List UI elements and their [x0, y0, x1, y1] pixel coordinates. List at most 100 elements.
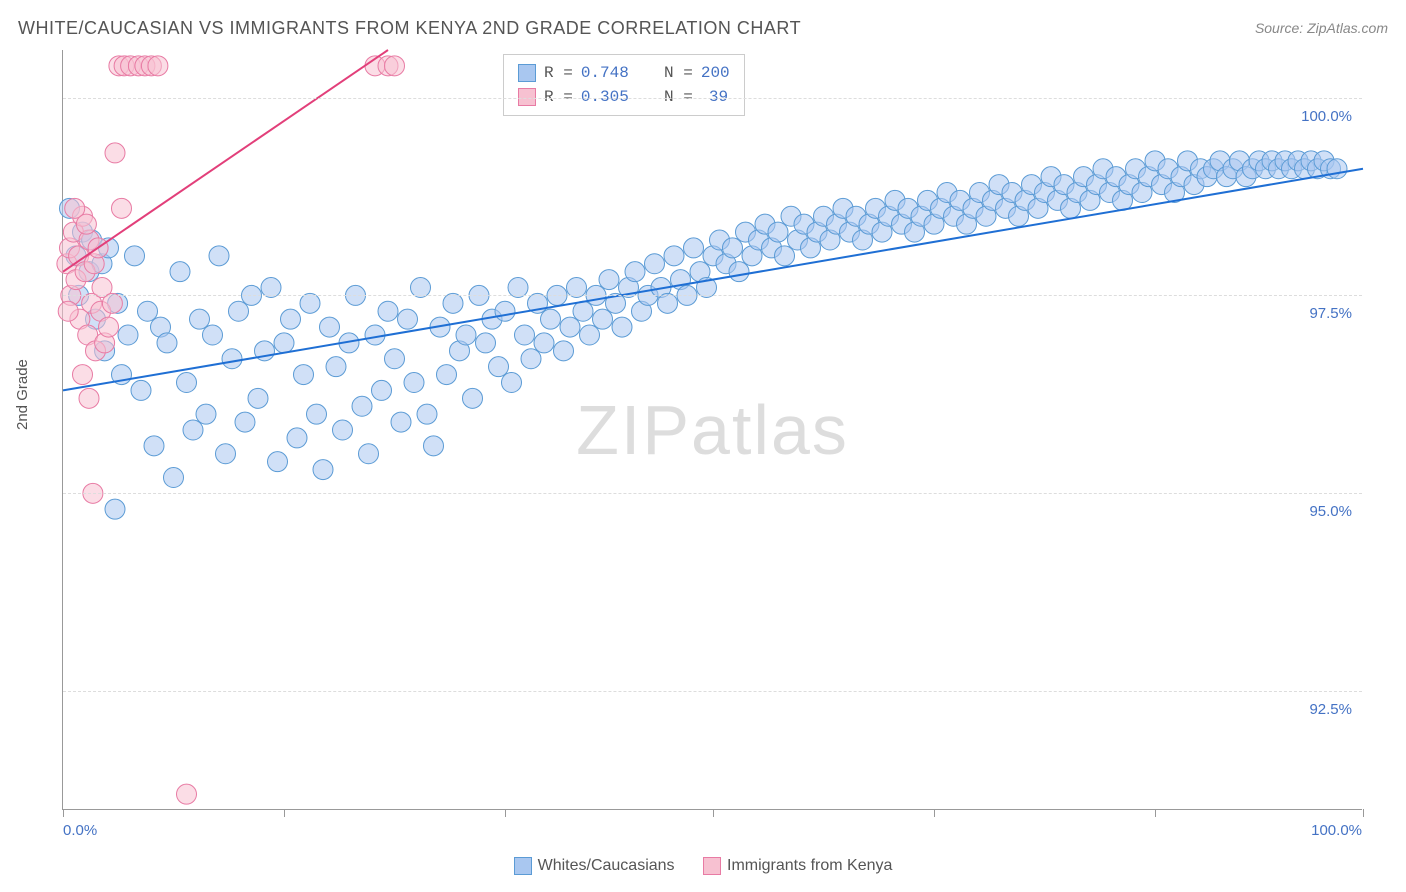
scatter-point	[372, 380, 392, 400]
scatter-point	[235, 412, 255, 432]
chart-title: WHITE/CAUCASIAN VS IMMIGRANTS FROM KENYA…	[18, 18, 801, 38]
grid-line-h	[63, 493, 1362, 494]
scatter-point	[515, 325, 535, 345]
scatter-point	[118, 325, 138, 345]
scatter-svg	[63, 50, 1362, 809]
scatter-point	[131, 380, 151, 400]
scatter-point	[144, 436, 164, 456]
scatter-point	[593, 309, 613, 329]
scatter-point	[391, 412, 411, 432]
scatter-point	[729, 262, 749, 282]
grid-line-h	[63, 691, 1362, 692]
scatter-point	[573, 301, 593, 321]
scatter-point	[281, 309, 301, 329]
scatter-point	[320, 317, 340, 337]
trend-line	[63, 169, 1363, 391]
bottom-legend-item-1: Whites/Caucasians	[514, 857, 675, 875]
x-tick	[713, 809, 714, 817]
scatter-point	[385, 349, 405, 369]
scatter-point	[599, 270, 619, 290]
scatter-point	[294, 365, 314, 385]
scatter-point	[1327, 159, 1347, 179]
x-tick	[505, 809, 506, 817]
scatter-point	[164, 468, 184, 488]
scatter-point	[645, 254, 665, 274]
scatter-point	[248, 388, 268, 408]
scatter-point	[534, 333, 554, 353]
scatter-point	[456, 325, 476, 345]
x-tick-label-left: 0.0%	[63, 822, 97, 839]
scatter-point	[495, 301, 515, 321]
scatter-point	[229, 301, 249, 321]
scatter-point	[157, 333, 177, 353]
bottom-legend: Whites/Caucasians Immigrants from Kenya	[0, 857, 1406, 880]
scatter-point	[274, 333, 294, 353]
scatter-point	[521, 349, 541, 369]
scatter-point	[73, 365, 93, 385]
scatter-point	[723, 238, 743, 258]
scatter-point	[398, 309, 418, 329]
scatter-point	[307, 404, 327, 424]
scatter-point	[216, 444, 236, 464]
chart-header: WHITE/CAUCASIAN VS IMMIGRANTS FROM KENYA…	[18, 18, 1388, 46]
x-tick	[1363, 809, 1364, 817]
grid-line-h	[63, 98, 1362, 99]
scatter-point	[79, 388, 99, 408]
scatter-point	[183, 420, 203, 440]
scatter-point	[560, 317, 580, 337]
scatter-point	[177, 373, 197, 393]
scatter-point	[489, 357, 509, 377]
scatter-point	[112, 198, 132, 218]
y-axis-label: 2nd Grade	[14, 359, 31, 430]
scatter-point	[333, 420, 353, 440]
bottom-legend-label-2: Immigrants from Kenya	[727, 857, 892, 875]
legend-swatch-pink	[703, 857, 721, 875]
scatter-point	[437, 365, 457, 385]
x-tick	[1155, 809, 1156, 817]
grid-line-h	[63, 295, 1362, 296]
scatter-point	[378, 301, 398, 321]
scatter-point	[196, 404, 216, 424]
scatter-point	[625, 262, 645, 282]
scatter-point	[326, 357, 346, 377]
scatter-point	[209, 246, 229, 266]
legend-swatch-blue	[514, 857, 532, 875]
y-tick-label: 95.0%	[1309, 503, 1352, 520]
chart-plot-area: ZIPatlas R = 0.748 N = 200 R = 0.305 N =…	[62, 50, 1362, 810]
scatter-point	[554, 341, 574, 361]
scatter-point	[463, 388, 483, 408]
scatter-point	[170, 262, 190, 282]
y-tick-label: 100.0%	[1301, 108, 1352, 125]
scatter-point	[768, 222, 788, 242]
scatter-point	[222, 349, 242, 369]
y-tick-label: 97.5%	[1309, 305, 1352, 322]
scatter-point	[775, 246, 795, 266]
scatter-point	[125, 246, 145, 266]
scatter-point	[177, 784, 197, 804]
scatter-point	[287, 428, 307, 448]
scatter-point	[612, 317, 632, 337]
scatter-point	[58, 301, 78, 321]
scatter-point	[105, 499, 125, 519]
scatter-point	[385, 56, 405, 76]
scatter-point	[365, 325, 385, 345]
bottom-legend-item-2: Immigrants from Kenya	[703, 857, 892, 875]
scatter-point	[580, 325, 600, 345]
scatter-point	[148, 56, 168, 76]
scatter-point	[541, 309, 561, 329]
x-tick	[63, 809, 64, 817]
scatter-point	[404, 373, 424, 393]
scatter-point	[352, 396, 372, 416]
scatter-point	[76, 214, 96, 234]
scatter-point	[502, 373, 522, 393]
scatter-point	[190, 309, 210, 329]
x-tick	[284, 809, 285, 817]
scatter-point	[105, 143, 125, 163]
scatter-point	[424, 436, 444, 456]
scatter-point	[313, 460, 333, 480]
scatter-point	[476, 333, 496, 353]
scatter-point	[268, 452, 288, 472]
scatter-point	[138, 301, 158, 321]
source-attribution: Source: ZipAtlas.com	[1255, 20, 1388, 36]
scatter-point	[664, 246, 684, 266]
